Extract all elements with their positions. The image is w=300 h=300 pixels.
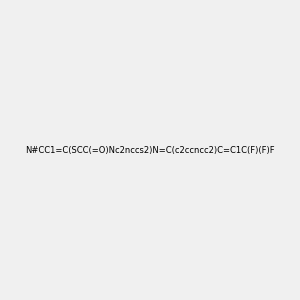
Text: N#CC1=C(SCC(=O)Nc2nccs2)N=C(c2ccncc2)C=C1C(F)(F)F: N#CC1=C(SCC(=O)Nc2nccs2)N=C(c2ccncc2)C=C… bbox=[25, 146, 275, 154]
